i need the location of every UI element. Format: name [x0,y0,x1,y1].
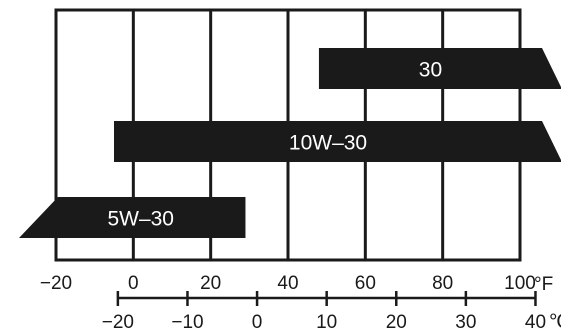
celsius-tick-label: 0 [252,312,263,332]
viscosity-bar [19,197,246,238]
fahrenheit-tick-label: −20 [40,273,72,294]
fahrenheit-unit: °F [534,274,553,295]
plot-frame [54,8,522,262]
fahrenheit-tick-label: 100 [504,273,536,294]
fahrenheit-tick-label: 0 [128,273,139,294]
celsius-tick-label: −10 [171,312,203,332]
celsius-tick-label: 20 [386,312,407,332]
celsius-tick-label: 30 [455,312,476,332]
fahrenheit-tick-label: 40 [277,273,298,294]
viscosity-bar [114,121,561,162]
bar-label: 10W–30 [289,132,367,155]
celsius-tick-label: 10 [316,312,337,332]
fahrenheit-tick-label: 60 [355,273,376,294]
viscosity-bar [318,48,561,89]
bar-label: 5W–30 [107,208,174,231]
celsius-tick-label: 40 [525,312,546,332]
bar-label: 30 [419,59,442,82]
fahrenheit-tick-label: 80 [432,273,453,294]
fahrenheit-tick-label: 20 [200,273,221,294]
celsius-tick-label: −20 [102,312,134,332]
celsius-unit: ℃ [548,312,561,332]
